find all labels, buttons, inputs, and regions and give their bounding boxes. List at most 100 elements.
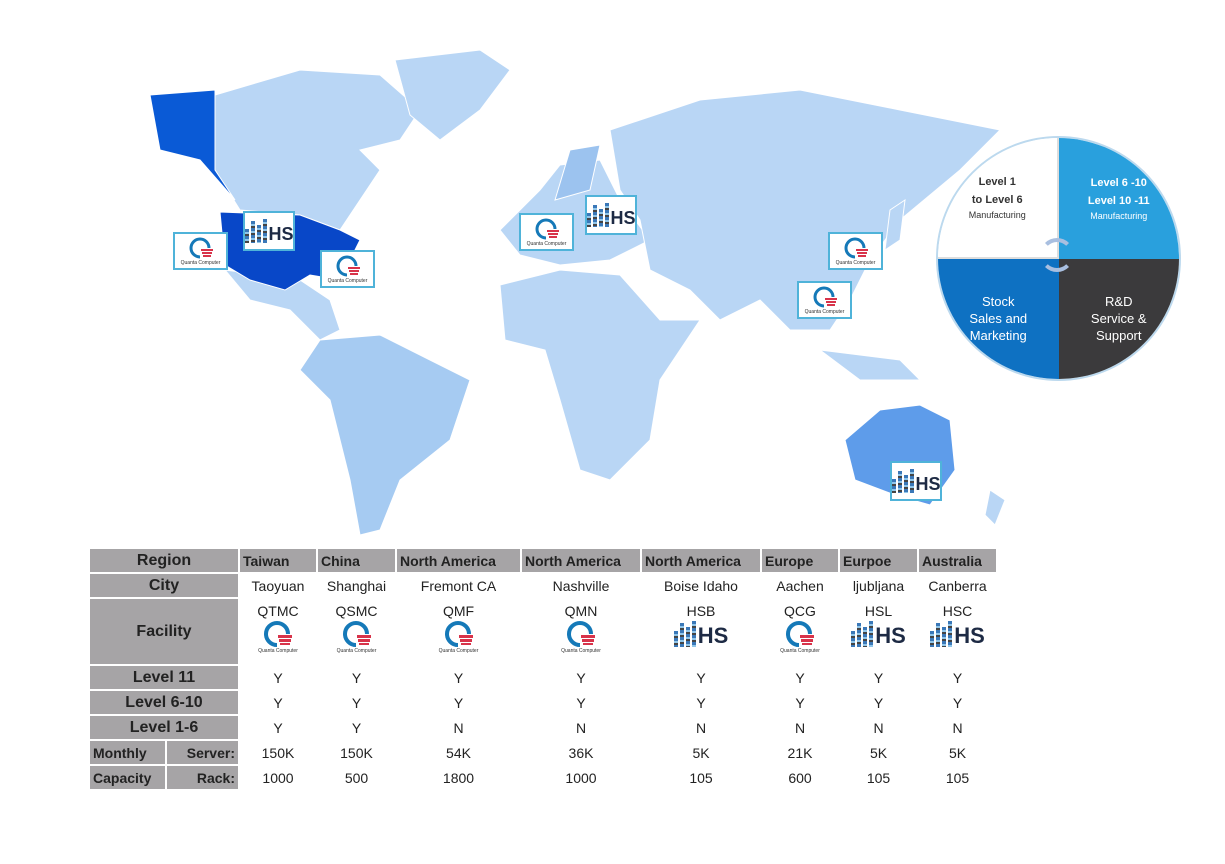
cell-l11: Y — [640, 664, 762, 691]
quanta-logo-nashville: Quanta Computer — [320, 250, 375, 288]
cell-server: 54K — [395, 739, 522, 766]
facility-code: QMN — [564, 603, 598, 619]
cell-region: North America — [640, 547, 762, 574]
table-row-l610: Level 6-10 Y Y Y Y Y Y Y Y — [88, 689, 998, 716]
canada — [214, 69, 421, 231]
cell-city: Nashville — [520, 572, 642, 599]
facility-code: QMF — [442, 603, 475, 619]
cell-facility: QCG Quanta Computer — [760, 597, 840, 666]
hs-logo-boise: HS — [243, 211, 295, 251]
quadrant-sales: Stock Sales and Marketing — [938, 258, 1059, 379]
scandinavia — [554, 144, 601, 201]
quanta-logo: Quanta Computer — [765, 621, 835, 654]
quanta-q-icon — [264, 621, 292, 647]
quanta-q-icon — [786, 621, 814, 647]
cell-l16: N — [520, 714, 642, 741]
cell-region: North America — [520, 547, 642, 574]
cell-facility: HSC HS — [917, 597, 998, 666]
business-cycle-diagram: Level 1 to Level 6 Manufacturing Level 6 -… — [936, 136, 1181, 381]
cell-l11: Y — [238, 664, 318, 691]
row-label: Monthly — [88, 739, 167, 766]
cell-l11: Y — [520, 664, 642, 691]
hs-logo-ljubljana: HS — [585, 195, 637, 235]
hs-logo: HS — [645, 621, 757, 647]
table-row-region: Region Taiwan China North America North Amer… — [88, 547, 998, 574]
cell-region: Europe — [760, 547, 840, 574]
quanta-q-icon — [342, 621, 371, 647]
cell-rack: 600 — [760, 764, 840, 791]
cell-rack: 1000 — [520, 764, 642, 791]
cell-facility: HSB HS — [640, 597, 762, 666]
south-america — [299, 334, 471, 536]
world-map — [149, 49, 1006, 536]
quanta-logo: Quanta Computer — [321, 621, 392, 654]
cell-rack: 500 — [316, 764, 397, 791]
row-label: Capacity — [88, 764, 167, 791]
cell-facility: QMN Quanta Computer — [520, 597, 642, 666]
cell-l11: Y — [760, 664, 840, 691]
greenland — [394, 49, 511, 141]
africa — [499, 269, 701, 481]
row-label: Region — [88, 547, 240, 574]
cell-facility: QTMC Quanta Computer — [238, 597, 318, 666]
table-row-city: City Taoyuan Shanghai Fremont CA Nashville Bo… — [88, 572, 998, 599]
row-sublabel: Rack: — [165, 764, 240, 791]
cell-facility: QMF Quanta Computer — [395, 597, 522, 666]
cell-server: 5K — [838, 739, 919, 766]
quanta-logo: Quanta Computer — [400, 621, 517, 654]
cell-l610: Y — [520, 689, 642, 716]
cell-region: China — [316, 547, 397, 574]
table-row-facility: Facility QTMC Quanta Computer QSMC Quanta Co… — [88, 597, 998, 666]
cell-region: Eurpoe — [838, 547, 919, 574]
cell-facility: HSL HS — [838, 597, 919, 666]
facility-code: QTMC — [257, 603, 299, 619]
cell-l11: Y — [395, 664, 522, 691]
cycle-arrow-icon — [1040, 238, 1074, 272]
hs-logo: HS — [922, 621, 993, 647]
quadrant-level6-11: Level 6 -10 Level 10 -11 Manufacturing — [1058, 138, 1179, 259]
quanta-q-icon — [844, 237, 868, 258]
quadrant-level1-6: Level 1 to Level 6 Manufacturing — [938, 138, 1059, 259]
cell-server: 150K — [238, 739, 318, 766]
cell-l16: N — [395, 714, 522, 741]
cell-l16: N — [917, 714, 998, 741]
cell-rack: 1000 — [238, 764, 318, 791]
quanta-q-icon — [813, 286, 837, 307]
cell-rack: 105 — [640, 764, 762, 791]
cell-l610: Y — [917, 689, 998, 716]
cell-server: 5K — [640, 739, 762, 766]
cell-city: Shanghai — [316, 572, 397, 599]
cell-city: Aachen — [760, 572, 840, 599]
quanta-logo: Quanta Computer — [243, 621, 313, 654]
quanta-logo-taoyuan: Quanta Computer — [797, 281, 852, 319]
hs-logo-canberra: HS — [890, 461, 942, 501]
quadrant-rnd: R&D Service & Support — [1058, 258, 1179, 379]
table-row-server: Monthly Server: 150K 150K 54K 36K 5K 21K 5K 5K — [88, 739, 998, 766]
cell-l610: Y — [760, 689, 840, 716]
row-label: Level 6-10 — [88, 689, 240, 716]
cell-facility: QSMC Quanta Computer — [316, 597, 397, 666]
cell-server: 36K — [520, 739, 642, 766]
row-label: City — [88, 572, 240, 599]
quanta-logo-aachen: Quanta Computer — [519, 213, 574, 251]
row-label: Level 1-6 — [88, 714, 240, 741]
facility-code: HSL — [864, 603, 893, 619]
cell-region: Taiwan — [238, 547, 318, 574]
cell-l610: Y — [838, 689, 919, 716]
cell-server: 150K — [316, 739, 397, 766]
quanta-logo: Quanta Computer — [525, 621, 637, 654]
facility-code: HSB — [686, 603, 716, 619]
cell-rack: 1800 — [395, 764, 522, 791]
cell-city: Boise Idaho — [640, 572, 762, 599]
cell-city: Taoyuan — [238, 572, 318, 599]
cell-l16: N — [838, 714, 919, 741]
cell-region: North America — [395, 547, 522, 574]
quanta-q-icon — [444, 621, 473, 647]
hs-logo: HS — [843, 621, 914, 647]
facility-code: QCG — [784, 603, 816, 619]
new-zealand — [984, 489, 1006, 526]
table-row-l16: Level 1-6 Y Y N N N N N N — [88, 714, 998, 741]
facility-code: QSMC — [335, 603, 378, 619]
cell-region: Australia — [917, 547, 998, 574]
cell-l610: Y — [238, 689, 318, 716]
